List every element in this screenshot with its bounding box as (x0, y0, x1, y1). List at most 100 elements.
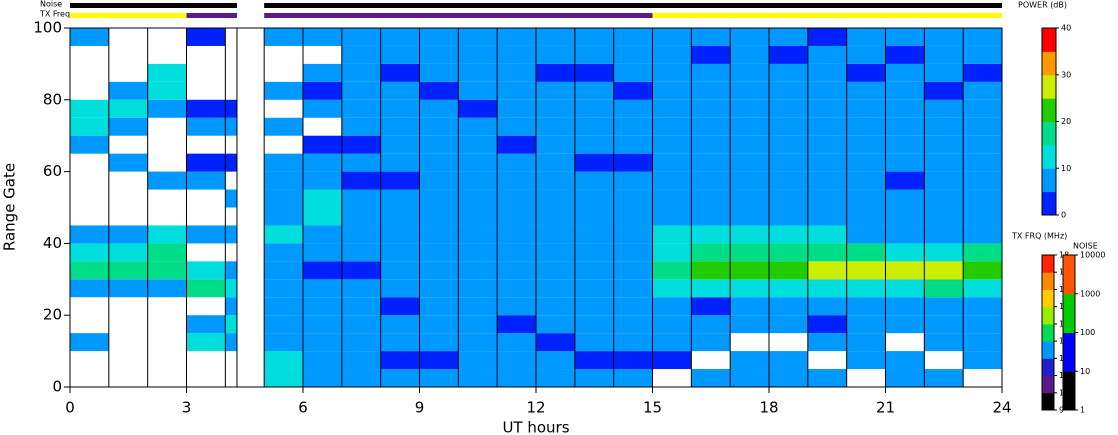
heat-cell (807, 81, 847, 100)
heat-cell (536, 351, 575, 370)
heat-cell (458, 351, 498, 370)
heat-cell (497, 297, 536, 316)
heat-cell (574, 333, 614, 352)
heat-cell (186, 225, 226, 244)
heat-cell (963, 333, 1002, 352)
heat-cell (924, 315, 964, 334)
heat-cell (652, 225, 692, 244)
heat-cell (885, 45, 925, 64)
tx-colorbar-tick-label: 9 (1059, 406, 1064, 415)
heat-cell (536, 225, 575, 244)
heat-cell (70, 333, 109, 352)
heat-cell (730, 243, 769, 262)
heat-cell (846, 297, 886, 316)
tx-colorbar-swatch (1042, 289, 1054, 308)
heat-cell (769, 153, 808, 172)
heat-cell (691, 45, 731, 64)
heat-cell (497, 351, 536, 370)
noise-colorbar-tick-label: 10000 (1080, 251, 1105, 260)
heat-cell (613, 297, 653, 316)
heat-cell (341, 207, 381, 226)
x-tick-label: 3 (182, 399, 192, 417)
heat-cell (497, 279, 536, 298)
heat-cell (924, 261, 964, 280)
heat-cell (963, 153, 1002, 172)
heat-cell (380, 135, 420, 154)
heat-cell (652, 333, 692, 352)
heat-cell (186, 171, 226, 190)
heat-cell (652, 153, 692, 172)
heat-cell (303, 28, 342, 46)
heat-cell (574, 369, 614, 387)
heat-cell (303, 99, 342, 118)
heat-cell (730, 28, 769, 46)
heat-cell (769, 369, 808, 387)
heat-cell (769, 28, 808, 46)
tx-freq-label: TX Freq (39, 10, 70, 19)
heat-cell (536, 171, 575, 190)
heat-cell (70, 261, 109, 280)
heat-cell (846, 135, 886, 154)
heat-cell (380, 45, 420, 64)
heat-cell (225, 225, 237, 244)
heat-cell (108, 153, 148, 172)
heat-cell (536, 63, 575, 82)
heat-cell (264, 189, 303, 208)
heat-cell (225, 117, 237, 136)
noise-colorbar-tick-label: 1000 (1080, 289, 1100, 298)
heat-cell (846, 45, 886, 64)
colorbar-tick-label: 30 (1061, 70, 1071, 79)
heat-cell (963, 135, 1002, 154)
heat-cell (574, 297, 614, 316)
heat-cell (613, 99, 653, 118)
heat-cell (730, 135, 769, 154)
heat-cell (458, 243, 498, 262)
noise-colorbar-tick-label: 10 (1080, 367, 1090, 376)
heat-cell (652, 279, 692, 298)
heat-cell (846, 153, 886, 172)
heat-cell (419, 243, 459, 262)
heat-cell (652, 99, 692, 118)
heat-cell (691, 135, 731, 154)
heat-cell (70, 117, 109, 136)
heat-cell (885, 189, 925, 208)
heat-cell (419, 63, 459, 82)
heat-cell (691, 207, 731, 226)
y-tick-label: 0 (52, 378, 62, 396)
heat-cell (341, 279, 381, 298)
heat-cell (497, 333, 536, 352)
heat-cell (497, 153, 536, 172)
heat-cell (691, 63, 731, 82)
heat-cell (885, 243, 925, 262)
heat-cell (303, 189, 342, 208)
heat-cell (341, 333, 381, 352)
heat-cell (963, 297, 1002, 316)
heat-cell (186, 315, 226, 334)
heat-cell (303, 225, 342, 244)
heat-cell (769, 279, 808, 298)
heat-cell (924, 99, 964, 118)
heat-cell (303, 135, 342, 154)
heat-cell (536, 45, 575, 64)
heat-cell (536, 81, 575, 100)
tx-colorbar-swatch (1042, 341, 1054, 359)
heat-cell (536, 297, 575, 316)
heat-cell (963, 45, 1002, 64)
heat-cell (225, 189, 237, 208)
power-colorbar-title: POWER (dB) (1018, 1, 1067, 10)
heat-cell (341, 63, 381, 82)
x-tick-label: 15 (643, 399, 662, 417)
heat-cell (536, 99, 575, 118)
heat-cell (924, 117, 964, 136)
heat-cell (652, 45, 692, 64)
heat-cell (380, 117, 420, 136)
heat-cell (963, 99, 1002, 118)
heat-cell (963, 243, 1002, 262)
tx-freq-segment (264, 13, 653, 18)
heat-cell (264, 297, 303, 316)
heat-cell (730, 351, 769, 370)
heat-cell (769, 45, 808, 64)
heat-cell (769, 135, 808, 154)
heat-cell (264, 261, 303, 280)
